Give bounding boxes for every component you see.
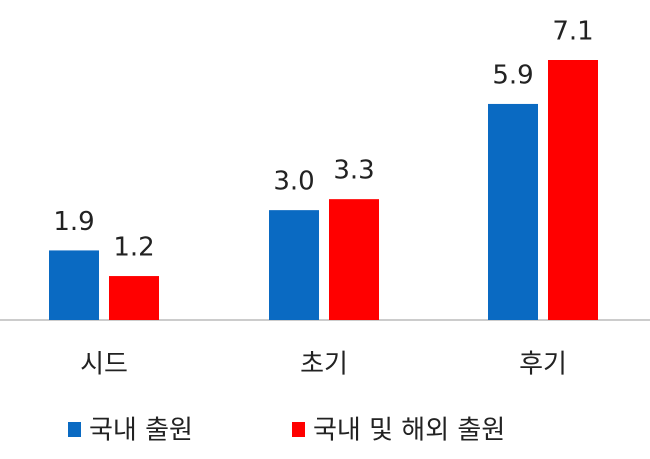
- value-label: 3.0: [273, 167, 314, 197]
- value-label: 3.3: [333, 156, 374, 186]
- x-tick-label: 초기: [300, 350, 348, 380]
- value-label: 1.9: [53, 207, 94, 237]
- legend-swatch: [292, 422, 305, 437]
- bar: [49, 250, 99, 320]
- legend-label: 국내 출원: [89, 416, 193, 446]
- legend-label: 국내 및 해외 출원: [313, 416, 505, 446]
- bar: [329, 199, 379, 320]
- legend-swatch: [68, 422, 81, 437]
- bar: [548, 60, 598, 320]
- x-tick-label: 후기: [519, 350, 567, 380]
- value-label: 7.1: [552, 17, 593, 47]
- bar: [488, 103, 538, 320]
- bar: [269, 210, 319, 320]
- x-tick-label: 시드: [80, 350, 128, 380]
- value-label: 1.2: [113, 233, 154, 263]
- bar: [109, 276, 159, 320]
- value-label: 5.9: [492, 60, 533, 90]
